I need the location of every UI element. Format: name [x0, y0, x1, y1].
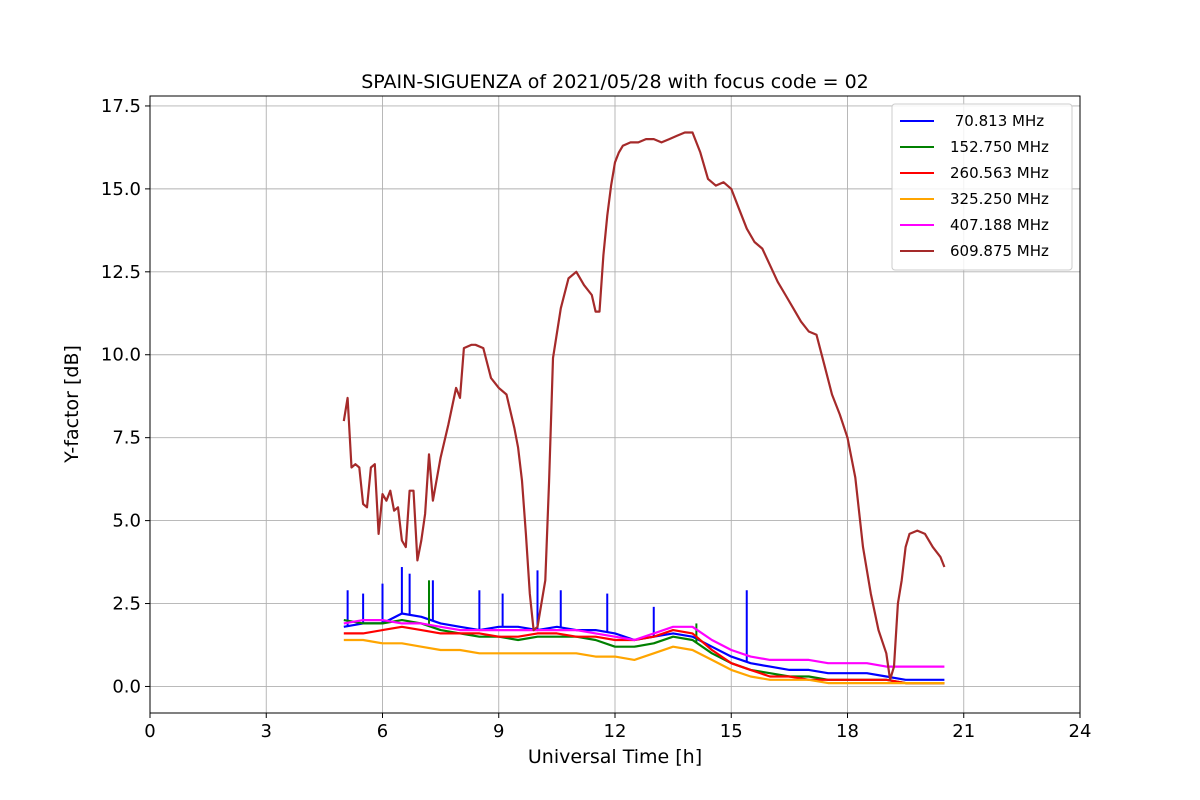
- legend-entry-label: 407.188 MHz: [950, 216, 1049, 234]
- y-tick-label: 0.0: [112, 676, 141, 697]
- x-tick-label: 9: [493, 721, 504, 742]
- legend-entry-label: 152.750 MHz: [950, 138, 1049, 156]
- legend: 70.813 MHz 152.750 MHz 260.563 MHz 325.250 …: [891, 103, 1073, 271]
- x-tick-label: 6: [377, 721, 388, 742]
- x-axis-label: Universal Time [h]: [528, 746, 702, 768]
- x-tick-label: 24: [1069, 721, 1092, 742]
- y-tick-label: 12.5: [101, 262, 141, 283]
- x-tick-label: 0: [144, 721, 155, 742]
- series-609-875-mhz: [342, 131, 946, 681]
- chart-title: SPAIN-SIGUENZA of 2021/05/28 with focus …: [361, 71, 869, 93]
- series-line-325-250-mhz: [343, 638, 945, 685]
- series-260-563-mhz: [343, 625, 945, 685]
- x-axis: 0 3 6 9 12 15 18 21 24: [144, 713, 1091, 742]
- y-tick-label: 17.5: [101, 96, 141, 117]
- y-tick-label: 2.5: [112, 594, 141, 615]
- legend-entry-label: 609.875 MHz: [950, 242, 1049, 260]
- y-tick-label: 15.0: [101, 179, 141, 200]
- y-axis: 0.0 2.5 5.0 7.5 10.0 12.5 15.0 17.5: [101, 96, 150, 697]
- x-tick-label: 21: [952, 721, 975, 742]
- series-line-609-875-mhz: [342, 131, 946, 681]
- x-tick-label: 18: [836, 721, 859, 742]
- y-tick-label: 10.0: [101, 345, 141, 366]
- series-line-260-563-mhz: [343, 625, 945, 685]
- series-line-407-188-mhz: [343, 618, 945, 668]
- y-tick-label: 5.0: [112, 511, 141, 532]
- series-325-250-mhz: [343, 638, 945, 685]
- x-tick-label: 3: [261, 721, 272, 742]
- y-tick-label: 7.5: [112, 428, 141, 449]
- legend-entry-label: 260.563 MHz: [950, 164, 1049, 182]
- x-tick-label: 12: [604, 721, 627, 742]
- legend-box: [891, 103, 1073, 271]
- legend-entry-label: 70.813 MHz: [950, 112, 1044, 130]
- legend-entry-label: 325.250 MHz: [950, 190, 1049, 208]
- series-407-188-mhz: [343, 618, 945, 668]
- x-tick-label: 15: [720, 721, 743, 742]
- y-axis-label: Y-factor [dB]: [61, 345, 83, 464]
- series-layer: [342, 131, 946, 685]
